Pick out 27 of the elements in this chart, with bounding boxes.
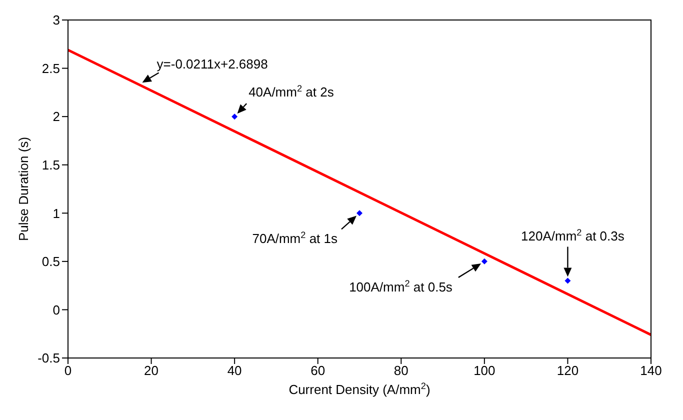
x-tick-label: 120 — [556, 363, 579, 378]
y-tick-label: 2 — [52, 109, 60, 124]
y-tick-label: 1.5 — [42, 157, 60, 172]
point — [232, 114, 238, 120]
point — [564, 278, 571, 284]
annotation: 40A/mm$^{2}$ at 2s — [248, 84, 334, 100]
y-tick-label: 0.5 — [42, 254, 60, 270]
point — [481, 258, 488, 264]
y-axis-title: Pulse Duration (s) — [16, 136, 31, 242]
annotation: y=-0.0211x+2.6898 — [156, 56, 268, 72]
annotation: 100A/mm$^{2}$ at 0.5s — [349, 278, 453, 294]
annotation: 70A/mm$^{2}$ at 1s — [252, 230, 338, 246]
y-tick-label: -0.5 — [38, 350, 60, 366]
x-tick-label: 80 — [394, 363, 408, 378]
y-tick-label: 1 — [52, 206, 60, 221]
point — [356, 210, 362, 216]
y-tick-label: 3 — [52, 12, 60, 28]
x-tick-label: 0 — [64, 363, 72, 378]
y-tick-label: 0 — [52, 302, 60, 318]
x-axis-title: Current Density (A/mm$^{2}$) — [288, 381, 430, 397]
x-tick-label: 140 — [640, 363, 662, 378]
y-tick-label: 2.5 — [42, 60, 60, 76]
x-tick-label: 60 — [310, 363, 326, 378]
annotation: 120A/mm$^{2}$ at 0.3s — [521, 228, 625, 244]
x-tick-label: 100 — [474, 363, 496, 378]
x-tick-label: 20 — [144, 363, 159, 378]
x-tick-label: 40 — [227, 363, 242, 378]
